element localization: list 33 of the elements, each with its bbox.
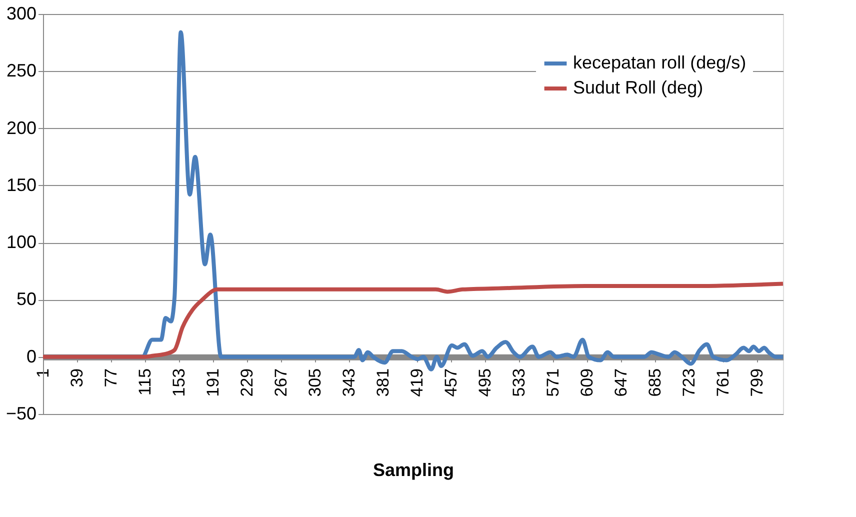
x-tick-label: 343 [340,368,359,397]
y-tick-label: 50 [16,289,36,310]
x-tick-label: 77 [102,368,121,388]
x-tick-label: 191 [204,368,223,397]
y-tick-label: 150 [6,174,36,195]
x-tick-label: 39 [68,368,86,388]
x-tick-label: 685 [646,368,665,397]
x-tick-label: 799 [748,368,767,397]
x-tick-label: 305 [306,368,325,397]
x-tick-label: 115 [136,368,155,396]
x-tick-label: 571 [544,368,563,397]
x-tick-label: 495 [476,368,495,397]
x-tick-label: 229 [238,368,257,397]
y-tick-label: 100 [6,232,36,252]
x-tick-label: 381 [374,368,393,397]
y-tick-label: 0 [26,346,36,366]
x-tick-label: 267 [272,368,291,397]
x-tick-label: 723 [680,368,699,397]
y-tick-label: −50 [6,404,36,424]
x-tick-label: 457 [442,368,461,397]
x-axis-title: Sampling [372,460,454,480]
y-tick-label: 250 [6,60,36,81]
x-tick-label: 419 [408,368,427,397]
legend-label: Sudut Roll (deg) [573,78,704,98]
y-tick-label: 200 [6,118,36,138]
x-tick-label: 609 [578,368,597,397]
y-tick-label: 300 [6,4,36,24]
line-series [41,282,785,359]
x-tick-label: 533 [510,368,529,397]
x-tick-label: 647 [612,368,631,397]
x-tick-label: 761 [714,368,733,397]
x-tick-label: 153 [170,368,189,397]
legend-label: kecepatan roll (deg/s) [573,52,746,72]
